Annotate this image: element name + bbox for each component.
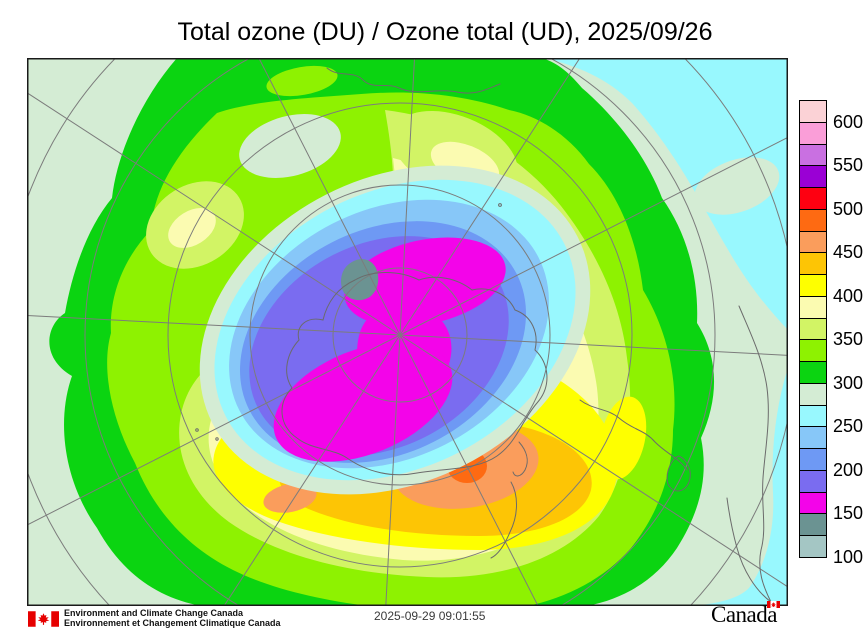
band-greenyellow-top-oval <box>266 65 338 97</box>
band-mint-oval-top-center <box>239 114 341 178</box>
colorbar-tick-label: 500 <box>833 198 864 219</box>
coastlines <box>195 67 772 603</box>
colorbar-cell <box>799 448 827 471</box>
colorbar-cell <box>799 535 827 558</box>
latitude-circle <box>167 102 633 568</box>
colorbar-cell <box>799 230 827 254</box>
colorbar-cell <box>799 121 827 145</box>
coast-australia-southeast <box>579 399 688 471</box>
colorbar-cell <box>799 513 827 536</box>
coast-island-speck-3 <box>498 203 502 207</box>
colorbar-tick-label: 250 <box>833 416 864 437</box>
canada-flag-icon <box>28 611 59 627</box>
map-border <box>27 58 788 606</box>
colorbar-cell <box>799 317 827 341</box>
colorbar-cell <box>799 469 827 493</box>
band-yellow-right-tip <box>599 396 647 480</box>
band-mint-oval-top-right <box>694 157 780 215</box>
colorbar-tick-label: 100 <box>833 546 864 567</box>
coast-island-speck-2 <box>215 437 219 441</box>
meridian-line <box>399 334 788 588</box>
colorbar-tick-label: 450 <box>833 242 864 263</box>
colorbar-cell <box>799 187 827 210</box>
colorbar-cell <box>799 361 827 384</box>
colorbar-cell <box>799 274 827 297</box>
canada-wordmark: Canada <box>711 601 780 628</box>
meridian-line <box>385 334 401 606</box>
org-name-en: Environment and Climate Change Canada <box>64 608 244 618</box>
coast-top-squiggle <box>326 67 501 94</box>
meridian-line <box>399 334 539 606</box>
coast-new-zealand-north <box>512 441 528 477</box>
colorbar-tick-label: 400 <box>833 285 864 306</box>
org-name-block: Environment and Climate Change Canada En… <box>64 608 281 628</box>
meridian-line <box>223 334 401 606</box>
meridian-line <box>27 334 401 526</box>
colorbar-cell <box>799 404 827 428</box>
colorbar-cell <box>799 252 827 275</box>
band-salmon-small <box>263 483 317 513</box>
colorbar-tick-label: 600 <box>833 111 864 132</box>
meridian-line <box>27 92 401 336</box>
colorbar-tick-label: 200 <box>833 459 864 480</box>
colorbar-cell <box>799 295 827 319</box>
colorbar-tick-label: 350 <box>833 329 864 350</box>
latitude-longitude-grid <box>27 58 788 606</box>
coast-south-america-west <box>726 497 772 603</box>
colorbar-cell <box>799 165 827 188</box>
page-title: Total ozone (DU) / Ozone total (UD), 202… <box>177 18 713 46</box>
band-paleyellow-upper-left <box>168 208 216 248</box>
org-name-fr: Environnement et Changement Climatique C… <box>64 618 281 628</box>
meridian-line <box>399 58 581 336</box>
meridian-line <box>399 136 788 336</box>
meridian-line <box>27 314 401 336</box>
colorbar-tick-label: 150 <box>833 503 864 524</box>
canada-wordmark-flag-icon <box>766 601 780 608</box>
hole-magenta-lower-lobe <box>273 342 453 462</box>
colorbar-legend <box>799 100 827 558</box>
colorbar-cell <box>799 339 827 362</box>
colorbar-cell <box>799 100 827 123</box>
colorbar-cell <box>799 143 827 167</box>
meridian-line <box>399 334 788 356</box>
band-cyan-top-right <box>545 58 788 330</box>
ozone-map-canvas <box>27 58 788 606</box>
colorbar-cell <box>799 208 827 232</box>
colorbar-cell <box>799 491 827 515</box>
band-cyan-bottom-right <box>692 368 788 606</box>
latitude-circle <box>332 267 468 403</box>
coast-new-zealand-south <box>490 481 517 559</box>
coast-island-speck-1 <box>195 428 199 432</box>
coast-south-america-east <box>738 305 772 603</box>
meridian-line <box>399 58 416 336</box>
coast-antarctica <box>281 272 548 476</box>
colorbar-tick-label: 550 <box>833 155 864 176</box>
latitude-circle <box>84 58 716 606</box>
latitude-circle <box>249 184 551 486</box>
generation-timestamp: 2025-09-29 09:01:55 <box>374 609 486 623</box>
canada-wordmark-text: Canada <box>711 602 777 627</box>
colorbar-cell <box>799 382 827 406</box>
coast-tasmania <box>666 455 691 492</box>
colorbar-cell <box>799 426 827 449</box>
ozone-map <box>27 58 788 606</box>
colorbar-tick-label: 300 <box>833 372 864 393</box>
